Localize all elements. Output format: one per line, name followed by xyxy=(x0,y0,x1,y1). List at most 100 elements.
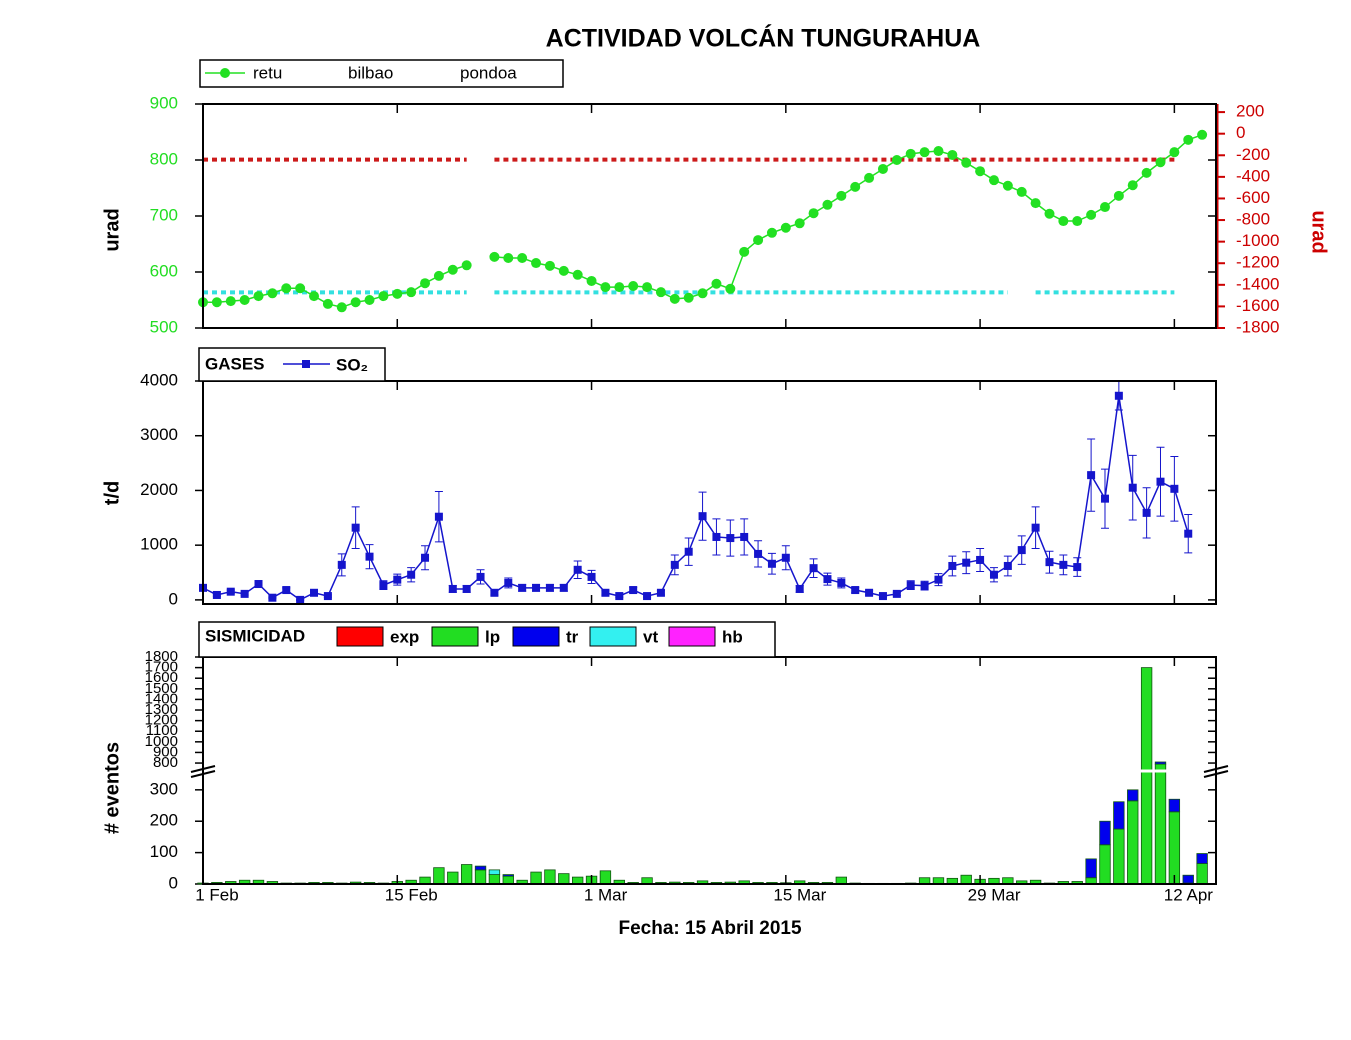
y2-tick-label: 200 xyxy=(1236,102,1264,121)
data-point xyxy=(684,547,693,556)
bar xyxy=(488,874,501,885)
bar xyxy=(1168,798,1181,813)
data-point xyxy=(989,570,998,579)
y-tick-label: 900 xyxy=(150,93,178,112)
data-point xyxy=(379,581,388,590)
y-tick-label: 100 xyxy=(150,842,178,861)
bar xyxy=(1113,828,1125,885)
data-point xyxy=(365,552,374,561)
data-point xyxy=(739,246,750,257)
data-point xyxy=(407,570,416,579)
data-point xyxy=(669,293,680,304)
data-point xyxy=(351,523,360,532)
y2-axis-title: urad xyxy=(1308,210,1330,253)
data-point xyxy=(1002,180,1013,191)
x-axis-title: Fecha: 15 Abril 2015 xyxy=(618,918,801,939)
y-tick-label: 500 xyxy=(150,317,178,336)
data-point xyxy=(310,588,319,597)
bar xyxy=(460,864,473,885)
data-point xyxy=(462,584,471,593)
bar xyxy=(502,874,514,877)
x-tick-label: 1 Feb xyxy=(195,885,238,904)
data-point xyxy=(851,586,860,595)
axis-break-gap xyxy=(204,769,1215,773)
y-axis-title: urad xyxy=(101,208,123,251)
bar xyxy=(502,875,514,885)
y2-tick-label: -1600 xyxy=(1236,296,1279,315)
y-tick-label: 1600 xyxy=(145,669,178,686)
y2-tick-label: -1200 xyxy=(1236,253,1279,272)
data-point xyxy=(697,288,708,299)
legend-label: retu xyxy=(253,63,282,82)
legend-swatch xyxy=(668,626,716,647)
data-point xyxy=(698,512,707,521)
data-point xyxy=(323,592,332,601)
data-point xyxy=(615,592,624,601)
data-point xyxy=(1142,508,1151,517)
data-point xyxy=(823,575,832,584)
y-tick-label: 300 xyxy=(150,779,178,798)
data-point xyxy=(643,592,652,601)
x-tick-label: 29 Mar xyxy=(968,885,1021,904)
bar xyxy=(433,867,445,885)
legend-label: lp xyxy=(485,627,500,646)
bar xyxy=(1168,811,1181,885)
legend-title: GASES xyxy=(205,354,265,373)
legend-label: pondoa xyxy=(460,63,517,82)
data-point xyxy=(711,278,722,289)
data-point xyxy=(600,282,611,293)
data-point xyxy=(1100,494,1109,503)
data-point xyxy=(850,181,861,192)
bar xyxy=(1099,844,1111,885)
x-tick-label: 15 Mar xyxy=(773,885,826,904)
plot-frame xyxy=(202,103,1217,329)
bar xyxy=(1113,801,1125,830)
legend-marker xyxy=(220,68,230,78)
data-point xyxy=(1059,560,1068,569)
bar xyxy=(1085,858,1097,879)
data-point xyxy=(740,532,749,541)
data-point xyxy=(1197,129,1208,140)
data-point xyxy=(794,218,805,229)
data-point xyxy=(836,190,847,201)
data-point xyxy=(767,559,776,568)
y-tick-label: 1700 xyxy=(145,659,178,676)
y-tick-label: 1000 xyxy=(145,733,178,750)
data-point xyxy=(1087,471,1096,480)
data-point xyxy=(336,302,347,313)
data-point xyxy=(587,572,596,581)
bar xyxy=(1127,800,1139,885)
bar xyxy=(447,871,459,885)
data-point xyxy=(406,287,417,298)
data-point xyxy=(1003,561,1012,570)
y-tick-label: 0 xyxy=(169,873,178,892)
y-tick-label: 800 xyxy=(150,149,178,168)
data-point xyxy=(795,584,804,593)
data-point xyxy=(558,265,569,276)
data-point xyxy=(268,593,277,602)
data-point xyxy=(988,175,999,186)
data-point xyxy=(296,595,305,604)
data-point xyxy=(1016,186,1027,197)
y-tick-label: 1500 xyxy=(145,680,178,697)
y2-tick-label: -400 xyxy=(1236,166,1270,185)
legend-swatch xyxy=(431,626,479,647)
y-tick-label: 1200 xyxy=(145,712,178,729)
data-point xyxy=(962,558,971,567)
y2-tick-label: 0 xyxy=(1236,123,1245,142)
data-point xyxy=(504,578,513,587)
bar xyxy=(1196,863,1208,885)
bar xyxy=(960,874,972,885)
data-point xyxy=(1072,216,1083,227)
data-point xyxy=(211,297,222,308)
data-point xyxy=(656,588,665,597)
bar xyxy=(1154,763,1167,885)
y-tick-label: 900 xyxy=(153,743,178,760)
y-tick-label: 0 xyxy=(169,589,178,608)
data-point xyxy=(240,589,249,598)
legend-label: hb xyxy=(722,627,743,646)
data-point xyxy=(655,287,666,298)
legend-label: tr xyxy=(566,627,579,646)
legend-label: SO₂ xyxy=(336,355,368,374)
data-point xyxy=(712,532,721,541)
